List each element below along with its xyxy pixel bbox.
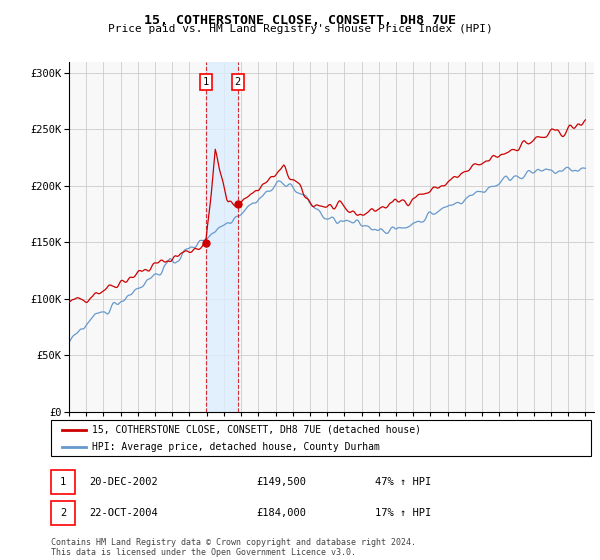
Text: 47% ↑ HPI: 47% ↑ HPI [375, 477, 431, 487]
Text: 1: 1 [60, 477, 66, 487]
Text: 20-DEC-2002: 20-DEC-2002 [89, 477, 158, 487]
Text: 17% ↑ HPI: 17% ↑ HPI [375, 508, 431, 518]
Bar [51, 470, 76, 494]
Text: 15, COTHERSTONE CLOSE, CONSETT, DH8 7UE: 15, COTHERSTONE CLOSE, CONSETT, DH8 7UE [144, 14, 456, 27]
Text: 2: 2 [235, 77, 241, 87]
Text: 1: 1 [203, 77, 209, 87]
Bar [51, 501, 76, 525]
Bar [206, 62, 238, 412]
Text: £184,000: £184,000 [256, 508, 306, 518]
Text: 15, COTHERSTONE CLOSE, CONSETT, DH8 7UE (detached house): 15, COTHERSTONE CLOSE, CONSETT, DH8 7UE … [91, 425, 421, 435]
Text: Price paid vs. HM Land Registry's House Price Index (HPI): Price paid vs. HM Land Registry's House … [107, 24, 493, 34]
Text: £149,500: £149,500 [256, 477, 306, 487]
Text: 2: 2 [60, 508, 66, 518]
Text: HPI: Average price, detached house, County Durham: HPI: Average price, detached house, Coun… [91, 442, 379, 451]
Text: 22-OCT-2004: 22-OCT-2004 [89, 508, 158, 518]
Text: Contains HM Land Registry data © Crown copyright and database right 2024.
This d: Contains HM Land Registry data © Crown c… [51, 538, 416, 557]
